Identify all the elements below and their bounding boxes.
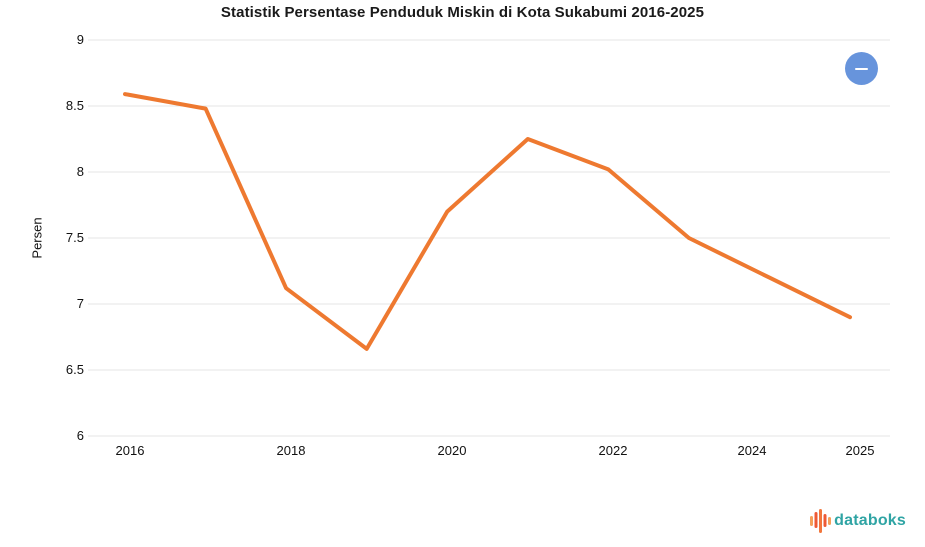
- x-tick-label: 2016: [115, 443, 145, 458]
- line-series: [123, 92, 852, 351]
- y-tick-label: 9: [76, 32, 84, 47]
- waveform-bar: [828, 517, 832, 525]
- databoks-logo[interactable]: databoks: [810, 508, 906, 534]
- waveform-bar: [810, 516, 814, 526]
- chart-title: Statistik Persentase Penduduk Miskin di …: [220, 4, 705, 21]
- waveform-bar: [823, 514, 827, 527]
- waveform-bar: [814, 512, 818, 528]
- y-tick-label: 8: [76, 164, 84, 179]
- y-tick-label: 8.5: [65, 98, 84, 113]
- x-tick-label: 2025: [845, 443, 875, 458]
- databoks-logo-text: databoks: [834, 512, 906, 529]
- y-tick-label: 6: [76, 428, 84, 443]
- y-tick-label: 7.5: [65, 230, 84, 245]
- waveform-bar: [819, 509, 823, 533]
- x-tick-label: 2024: [737, 443, 767, 458]
- waveform-bars-icon: [810, 509, 832, 533]
- y-tick-label: 7: [76, 296, 84, 311]
- export-menu-button[interactable]: [845, 52, 878, 85]
- x-tick-label: 2022: [598, 443, 628, 458]
- y-tick-label: 6.5: [65, 362, 84, 377]
- x-tick-label: 2018: [276, 443, 306, 458]
- x-tick-label: 2020: [437, 443, 467, 458]
- minus-icon: [855, 67, 868, 70]
